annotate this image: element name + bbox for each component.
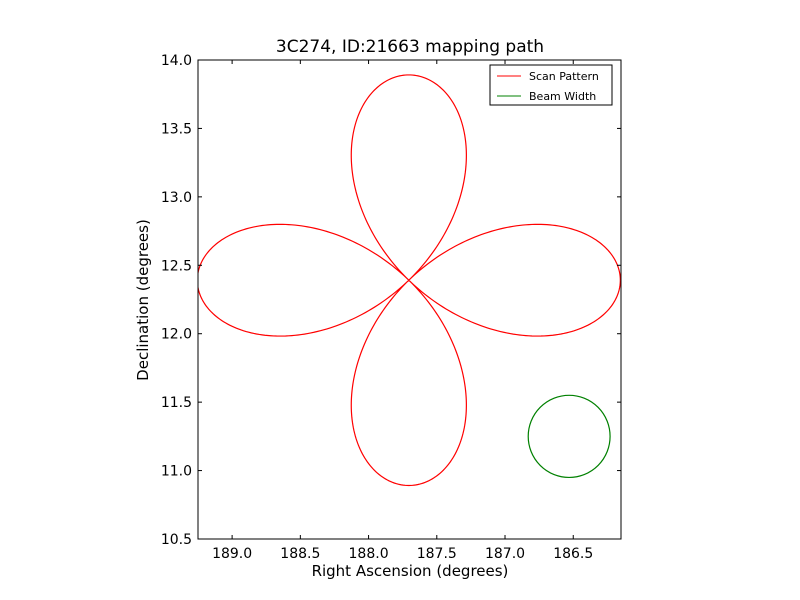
y-tick-label: 13.0 [161, 190, 192, 206]
legend-label-beam-width: Beam Width [529, 90, 596, 103]
y-tick-label: 13.5 [161, 121, 192, 137]
y-tick-label: 11.5 [161, 395, 192, 411]
y-tick-label: 12.0 [161, 327, 192, 343]
x-tick-label: 188.0 [349, 546, 389, 562]
x-tick-label: 186.5 [553, 546, 593, 562]
y-tick-label: 12.5 [161, 258, 192, 274]
legend: Scan Pattern Beam Width [489, 64, 613, 106]
ticks-layer: 189.0 188.5 188.0 187.5 187.0 186.5 10.5 11.0 11… [161, 53, 621, 562]
x-tick-label: 188.5 [280, 546, 320, 562]
x-axis-label: Right Ascension (degrees) [312, 562, 509, 580]
plot-area [198, 60, 621, 539]
y-tick-label: 11.0 [161, 464, 192, 480]
x-tick-label: 187.5 [417, 546, 457, 562]
legend-box [489, 64, 613, 106]
beam-width-circle [527, 394, 611, 479]
plot-frame [197, 59, 622, 540]
y-tick-label: 14.0 [161, 53, 192, 69]
data-layer [198, 74, 621, 487]
y-tick-label: 10.5 [161, 532, 192, 548]
x-tick-label: 189.0 [212, 546, 252, 562]
series-group [198, 74, 621, 487]
scan-pattern-line [198, 74, 621, 487]
x-tick-label: 187.0 [485, 546, 525, 562]
legend-label-scan-pattern: Scan Pattern [529, 70, 599, 83]
y-axis-label: Declination (degrees) [134, 219, 152, 381]
chart-title: 3C274, ID:21663 mapping path [276, 37, 544, 57]
